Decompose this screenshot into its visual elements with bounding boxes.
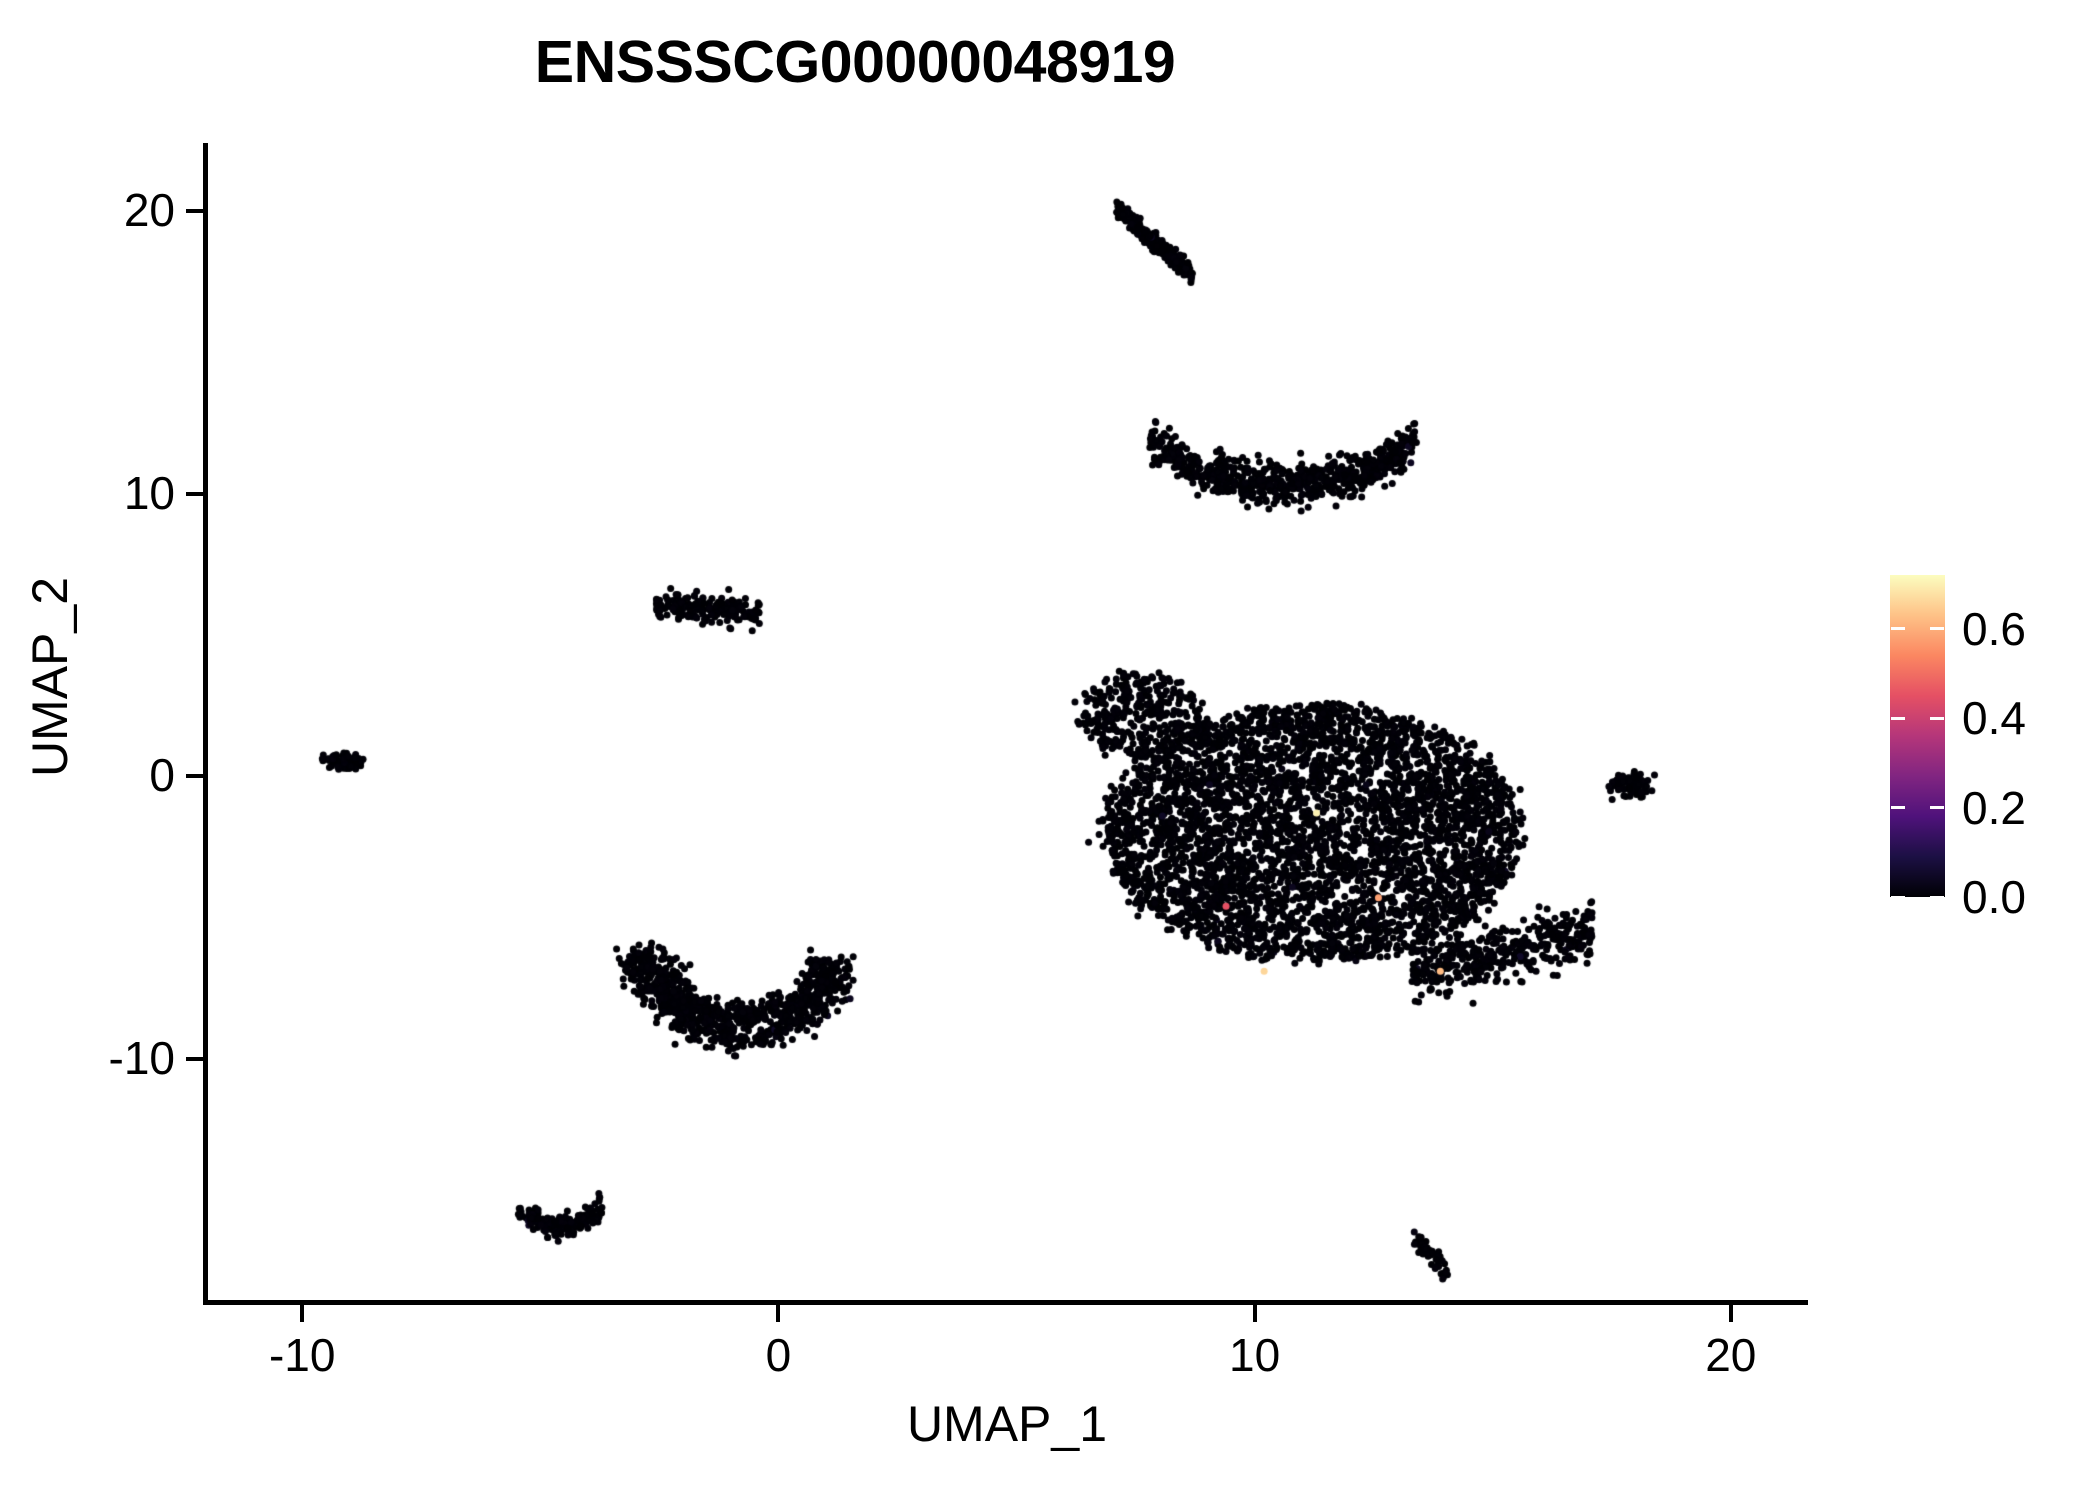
y-tick-label: 10 (123, 466, 175, 519)
scatter-points-layer (207, 143, 1807, 1302)
colorbar-tick-label: 0.6 (1962, 602, 2026, 655)
y-tick-mark (186, 491, 203, 496)
colorbar-tick-mark (1891, 895, 1905, 899)
x-tick-label: -10 (268, 1329, 336, 1381)
colorbar-tick-label: 0.2 (1962, 781, 2026, 834)
x-tick-mark (776, 1305, 781, 1322)
y-tick-mark (186, 774, 203, 779)
page-title: ENSSSCG00000048919 (534, 29, 1176, 95)
y-axis-title: UMAP_2 (22, 576, 78, 778)
x-tick-label: 0 (765, 1329, 792, 1381)
x-tick-mark (1252, 1305, 1257, 1322)
y-axis-line (203, 143, 208, 1305)
y-tick-mark (186, 208, 203, 213)
y-tick-mark (186, 1056, 203, 1061)
colorbar-tick-mark (1891, 716, 1905, 720)
y-tick-label: 0 (149, 749, 175, 802)
colorbar-tick-mark (1930, 806, 1944, 810)
x-tick-label: 20 (1705, 1329, 1757, 1381)
x-tick-label: 10 (1229, 1329, 1281, 1381)
colorbar-gradient (1890, 575, 1945, 897)
colorbar-tick-mark (1930, 627, 1944, 631)
scatter-plot-panel (207, 143, 1807, 1302)
y-tick-label: -10 (108, 1031, 175, 1084)
colorbar-tick-label: 0.0 (1962, 871, 2026, 923)
colorbar-tick-mark (1930, 895, 1944, 899)
x-tick-mark (1728, 1305, 1733, 1322)
x-tick-mark (300, 1305, 305, 1322)
colorbar-tick-mark (1891, 627, 1905, 631)
colorbar-tick-mark (1930, 716, 1944, 720)
x-axis-line (203, 1300, 1808, 1305)
colorbar-tick-mark (1891, 806, 1905, 810)
x-axis-title: UMAP_1 (906, 1396, 1108, 1452)
y-tick-label: 20 (123, 183, 175, 236)
colorbar-tick-label: 0.4 (1962, 692, 2026, 745)
